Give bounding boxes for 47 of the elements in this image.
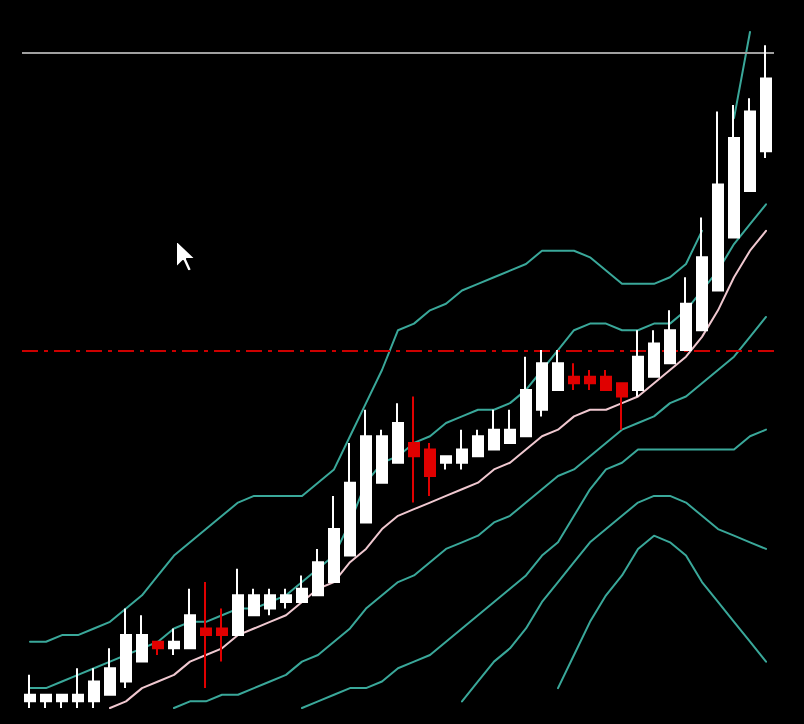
candlestick xyxy=(168,627,180,656)
candlestick xyxy=(488,408,500,451)
candlestick xyxy=(664,309,676,365)
candlestick xyxy=(568,362,580,391)
candlestick xyxy=(600,369,612,391)
candlestick xyxy=(728,103,740,239)
candlestick xyxy=(104,647,116,696)
candlestick xyxy=(232,567,244,637)
candlestick xyxy=(424,441,436,497)
candlestick xyxy=(24,673,36,709)
candlestick xyxy=(72,667,84,709)
candlestick xyxy=(88,667,100,709)
candlestick xyxy=(152,640,164,656)
candlestick xyxy=(712,110,724,292)
candlestick xyxy=(120,607,132,690)
candlestick xyxy=(696,216,708,332)
candlestick xyxy=(744,97,756,193)
candlestick xyxy=(616,382,628,431)
candlestick xyxy=(216,607,228,663)
candlestick xyxy=(280,587,292,610)
candlestick xyxy=(632,329,644,398)
candlestick xyxy=(360,408,372,524)
candlestick xyxy=(520,355,532,438)
candlestick xyxy=(376,428,388,484)
candlestick xyxy=(328,494,340,584)
candlestick xyxy=(584,369,596,391)
candlestick xyxy=(312,547,324,597)
candlestick xyxy=(760,44,772,159)
candlestick xyxy=(392,402,404,464)
candlestick xyxy=(472,428,484,458)
candlestick xyxy=(344,441,356,557)
candlestick xyxy=(408,395,420,504)
candlestick xyxy=(680,276,692,352)
candlestick xyxy=(248,587,260,617)
candlestick xyxy=(264,587,276,617)
candlestick xyxy=(536,349,548,418)
candlestick xyxy=(56,693,68,709)
candlestick xyxy=(40,693,52,709)
candlestick xyxy=(440,455,452,471)
candlestick xyxy=(136,614,148,663)
candlestick xyxy=(456,428,468,471)
candlestick xyxy=(184,587,196,650)
candlestick xyxy=(504,408,516,444)
candlestick xyxy=(552,349,564,391)
candlestick xyxy=(200,581,212,690)
candlestick xyxy=(648,329,660,378)
candlestick xyxy=(296,574,308,603)
